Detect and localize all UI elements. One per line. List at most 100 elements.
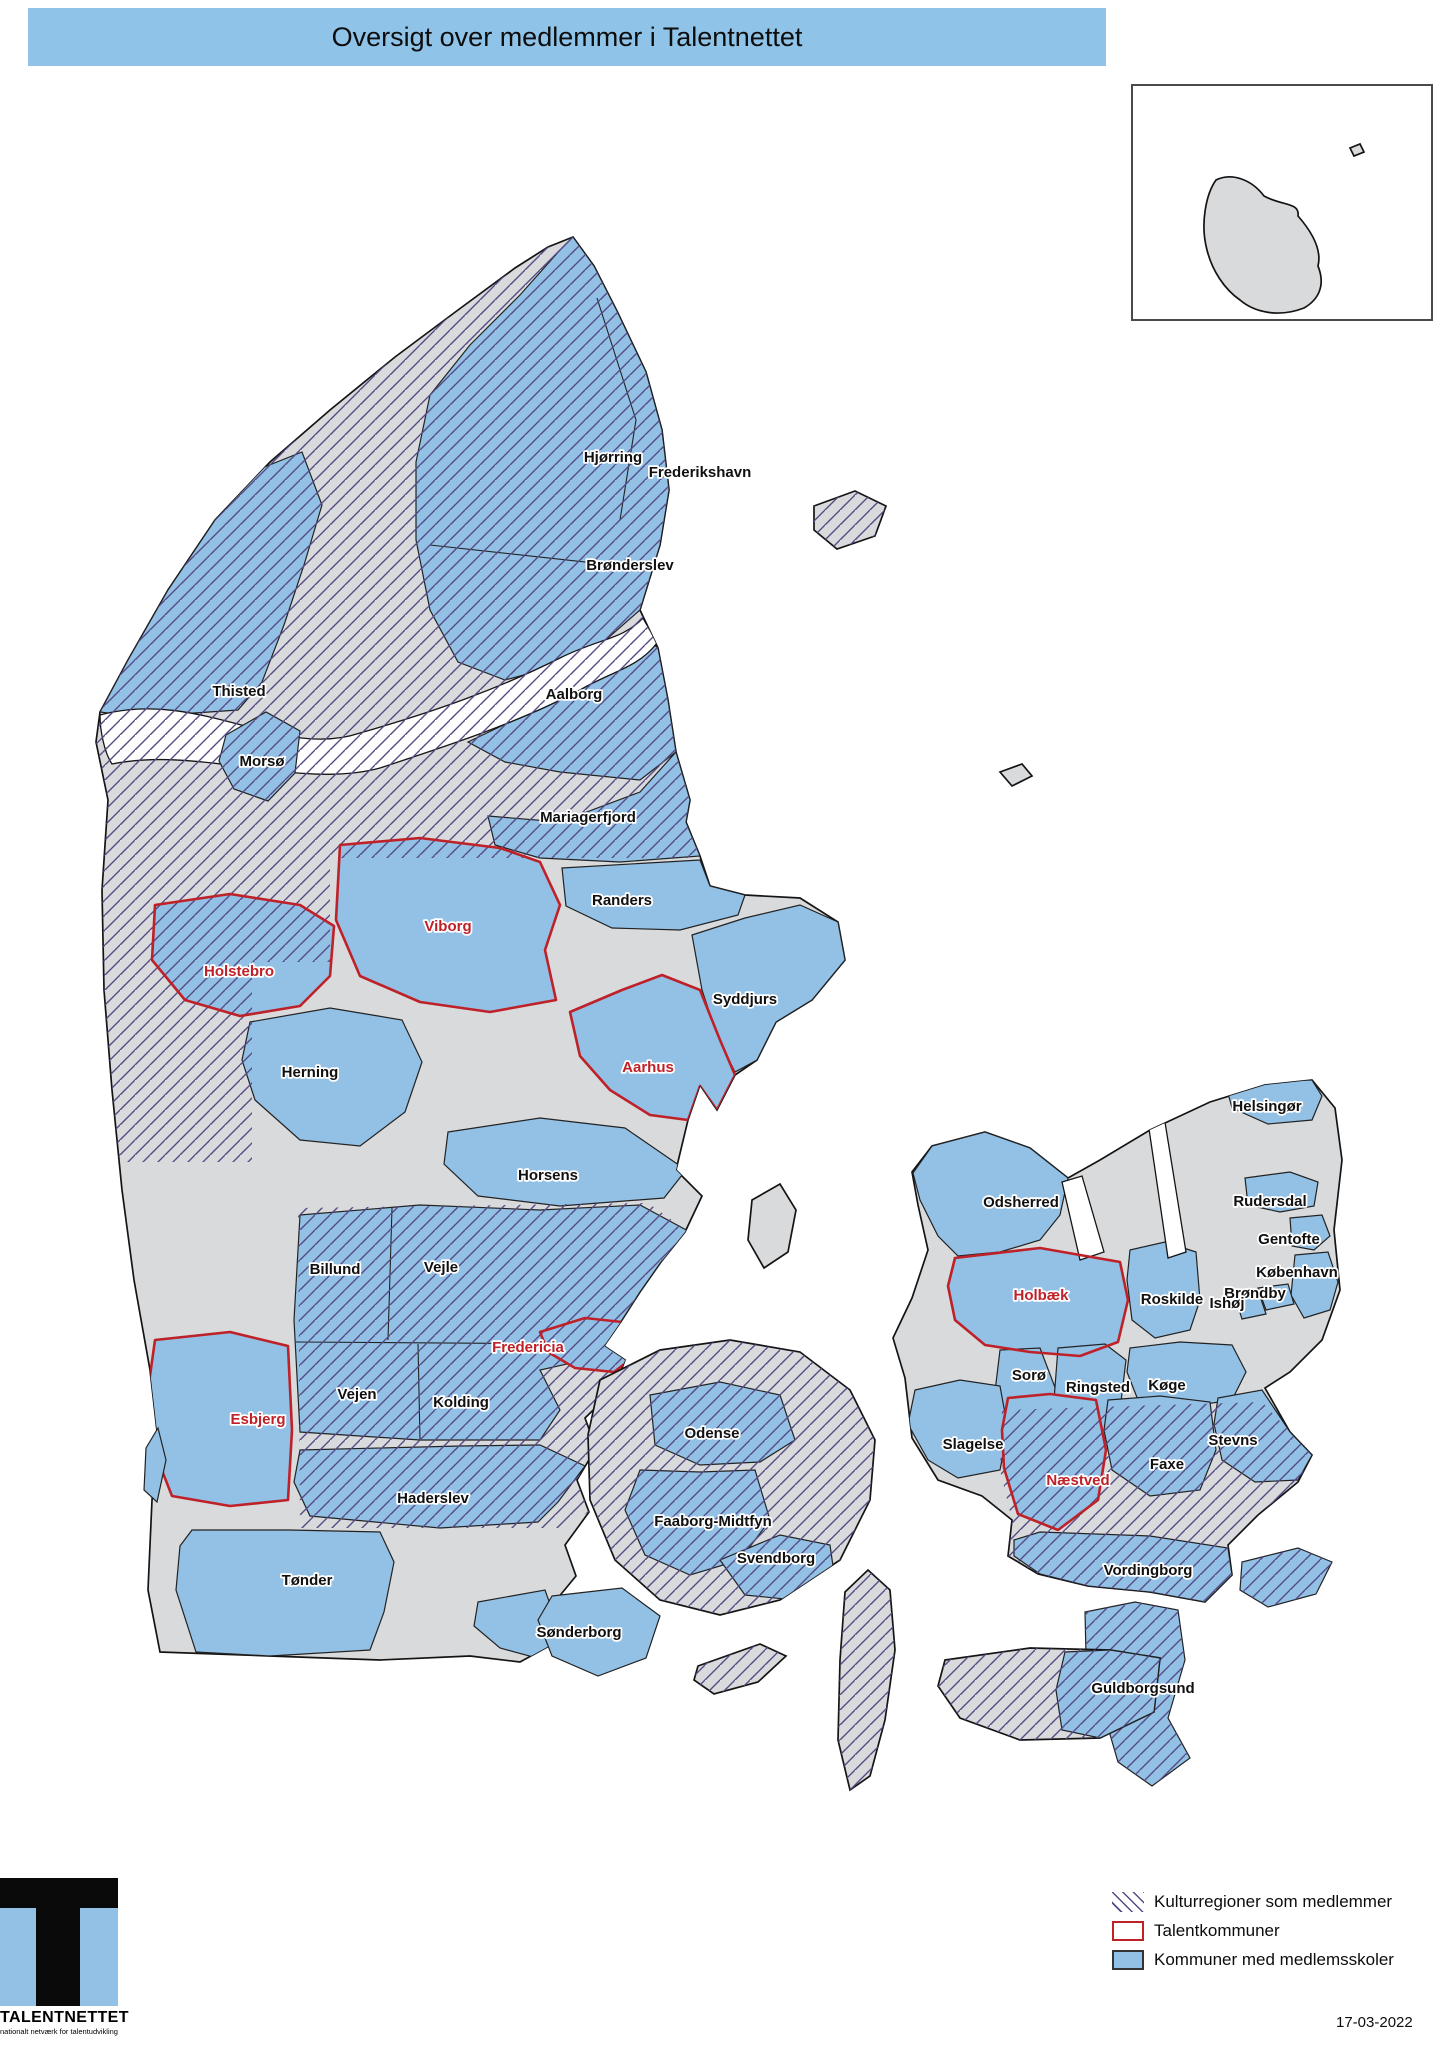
region-toender: [175, 1529, 395, 1657]
municipality-label-vordingborg: Vordingborg: [1104, 1562, 1193, 1579]
municipality-label-guldborgsund: Guldborgsund: [1091, 1680, 1194, 1697]
region-ishoej: [1235, 1295, 1267, 1320]
legend-label-kulturregioner: Kulturregioner som medlemmer: [1154, 1892, 1393, 1911]
legend: Kulturregioner som medlemmer Talentkommu…: [1112, 1892, 1394, 1979]
red-outline-swatch-icon: [1112, 1921, 1144, 1941]
region-helsingoer: [1224, 1080, 1323, 1125]
municipality-label-svendborg: Svendborg: [737, 1550, 815, 1567]
talent-border-holstebro: [150, 892, 336, 1018]
island-samsoe: [747, 1182, 797, 1270]
hatch-laesoe: [814, 491, 886, 549]
talentnettet-logo: TALENTNETTET nationalt netværk for talen…: [0, 1878, 170, 2036]
hatch-south-jutland-culture-region: [298, 1203, 700, 1528]
talent-border-naestved: [1000, 1392, 1108, 1532]
region-broendby: [1257, 1283, 1295, 1311]
hatch-south-zealand-culture-region: [1000, 1402, 1312, 1602]
region-slagelse: [907, 1379, 1009, 1479]
municipality-label-randers: Randers: [592, 892, 652, 909]
region-horsens: [443, 1117, 687, 1207]
region-aarhus: [570, 975, 735, 1120]
municipality-label-haderslev: Haderslev: [397, 1490, 469, 1507]
municipality-label-esbjerg: Esbjerg: [230, 1411, 285, 1428]
hatch-langeland: [838, 1570, 895, 1790]
island-anholt: [998, 762, 1034, 788]
municipality-label-roskilde: Roskilde: [1141, 1291, 1204, 1308]
island-bornholm: [1203, 176, 1323, 314]
title-banner: Oversigt over medlemmer i Talentnettet: [28, 8, 1106, 66]
hatch-north-jutland-culture-region: [96, 237, 700, 1162]
municipality-label-fredericia: Fredericia: [492, 1339, 564, 1356]
municipality-label-br-nderslev: Brønderslev: [586, 557, 674, 574]
date-label: 17-03-2022: [1336, 2014, 1413, 2031]
municipality-label-ish-j: Ishøj: [1209, 1295, 1244, 1312]
hatch-moen: [1240, 1548, 1332, 1607]
municipality-label-odsherred: Odsherred: [983, 1194, 1059, 1211]
island-fanoe: [143, 1426, 167, 1504]
municipality-label-mariagerfjord: Mariagerfjord: [540, 809, 636, 826]
municipality-label-rudersdal: Rudersdal: [1233, 1193, 1306, 1210]
region-roskilde: [1126, 1241, 1201, 1339]
blue-fill-swatch-icon: [1112, 1950, 1144, 1970]
municipality-label-odense: Odense: [684, 1425, 739, 1442]
talentnettet-logo-icon: [0, 1878, 118, 2006]
municipality-label-s-nderborg: Sønderborg: [537, 1624, 622, 1641]
municipality-label-sor-: Sorø: [1012, 1367, 1047, 1384]
municipality-label-viborg: Viborg: [424, 918, 471, 935]
municipality-label-faxe: Faxe: [1150, 1456, 1184, 1473]
region-rudersdal: [1244, 1171, 1319, 1213]
municipality-label-thisted: Thisted: [212, 683, 265, 700]
logo-name: TALENTNETTET: [0, 2009, 129, 2026]
municipality-label-horsens: Horsens: [518, 1167, 578, 1184]
municipality-label-k-ge: Køge: [1148, 1377, 1186, 1394]
talent-border-holbaek: [946, 1246, 1130, 1358]
municipality-label-billund: Billund: [310, 1261, 361, 1278]
region-holbaek: [948, 1248, 1128, 1356]
legend-item-kulturregioner: Kulturregioner som medlemmer: [1112, 1892, 1394, 1912]
legend-label-medlemsskoler: Kommuner med medlemsskoler: [1154, 1950, 1394, 1969]
municipality-label-herning: Herning: [282, 1064, 339, 1081]
region-odsherred: [912, 1131, 1069, 1257]
municipality-label-mors-: Morsø: [240, 753, 286, 770]
municipality-label-br-ndby: Brøndby: [1224, 1285, 1286, 1302]
region-esbjerg: [148, 1332, 292, 1506]
talent-border-aarhus: [568, 973, 737, 1122]
municipality-label-syddjurs: Syddjurs: [713, 991, 777, 1008]
municipality-label-aalborg: Aalborg: [546, 686, 603, 703]
municipality-label-vejen: Vejen: [337, 1386, 376, 1403]
municipality-label-kolding: Kolding: [433, 1394, 489, 1411]
municipality-label-n-stved: Næstved: [1046, 1472, 1109, 1489]
municipality-label-holstebro: Holstebro: [204, 963, 274, 980]
municipality-label-holb-k: Holbæk: [1013, 1287, 1069, 1304]
region-viborg: [336, 838, 560, 1012]
municipality-labels: Hjørring Frederikshavn Brønderslev Thisted M…: [202, 447, 1339, 1699]
municipality-label-vejle: Vejle: [424, 1259, 458, 1276]
talent-border-viborg: [334, 836, 562, 1014]
island-ertholmene: [1348, 142, 1366, 158]
municipality-label-aarhus: Aarhus: [622, 1059, 674, 1076]
legend-item-talentkommuner: Talentkommuner: [1112, 1921, 1394, 1941]
hatch-lolland: [938, 1648, 1160, 1740]
page-title: Oversigt over medlemmer i Talentnettet: [331, 21, 803, 52]
municipality-label-faaborg-midtfyn: Faaborg-Midtfyn: [654, 1513, 772, 1530]
region-koebenhavn: [1290, 1251, 1339, 1319]
municipality-label-k-benhavn: København: [1256, 1264, 1338, 1281]
municipality-label-slagelse: Slagelse: [943, 1436, 1004, 1453]
hatch-aeroe: [694, 1644, 786, 1694]
hatch-swatch-icon: [1112, 1892, 1144, 1912]
municipality-label-hj-rring: Hjørring: [584, 449, 642, 466]
municipality-label-stevns: Stevns: [1208, 1432, 1257, 1449]
island-als-soenderborg: [537, 1587, 661, 1677]
municipality-label-helsing-r: Helsingør: [1232, 1098, 1301, 1115]
municipality-label-ringsted: Ringsted: [1066, 1379, 1130, 1396]
region-gentofte: [1289, 1214, 1331, 1251]
region-randers: [561, 859, 746, 931]
municipality-label-t-nder: Tønder: [282, 1572, 333, 1589]
legend-label-talentkommuner: Talentkommuner: [1154, 1921, 1280, 1940]
legend-item-medlemsskoler: Kommuner med medlemsskoler: [1112, 1950, 1394, 1970]
municipality-label-gentofte: Gentofte: [1258, 1231, 1320, 1248]
hatch-funen-culture-region: [588, 1340, 875, 1615]
logo-tagline: nationalt netværk for talentudvikling: [0, 2027, 118, 2036]
isefjord-water: [1061, 1175, 1105, 1261]
